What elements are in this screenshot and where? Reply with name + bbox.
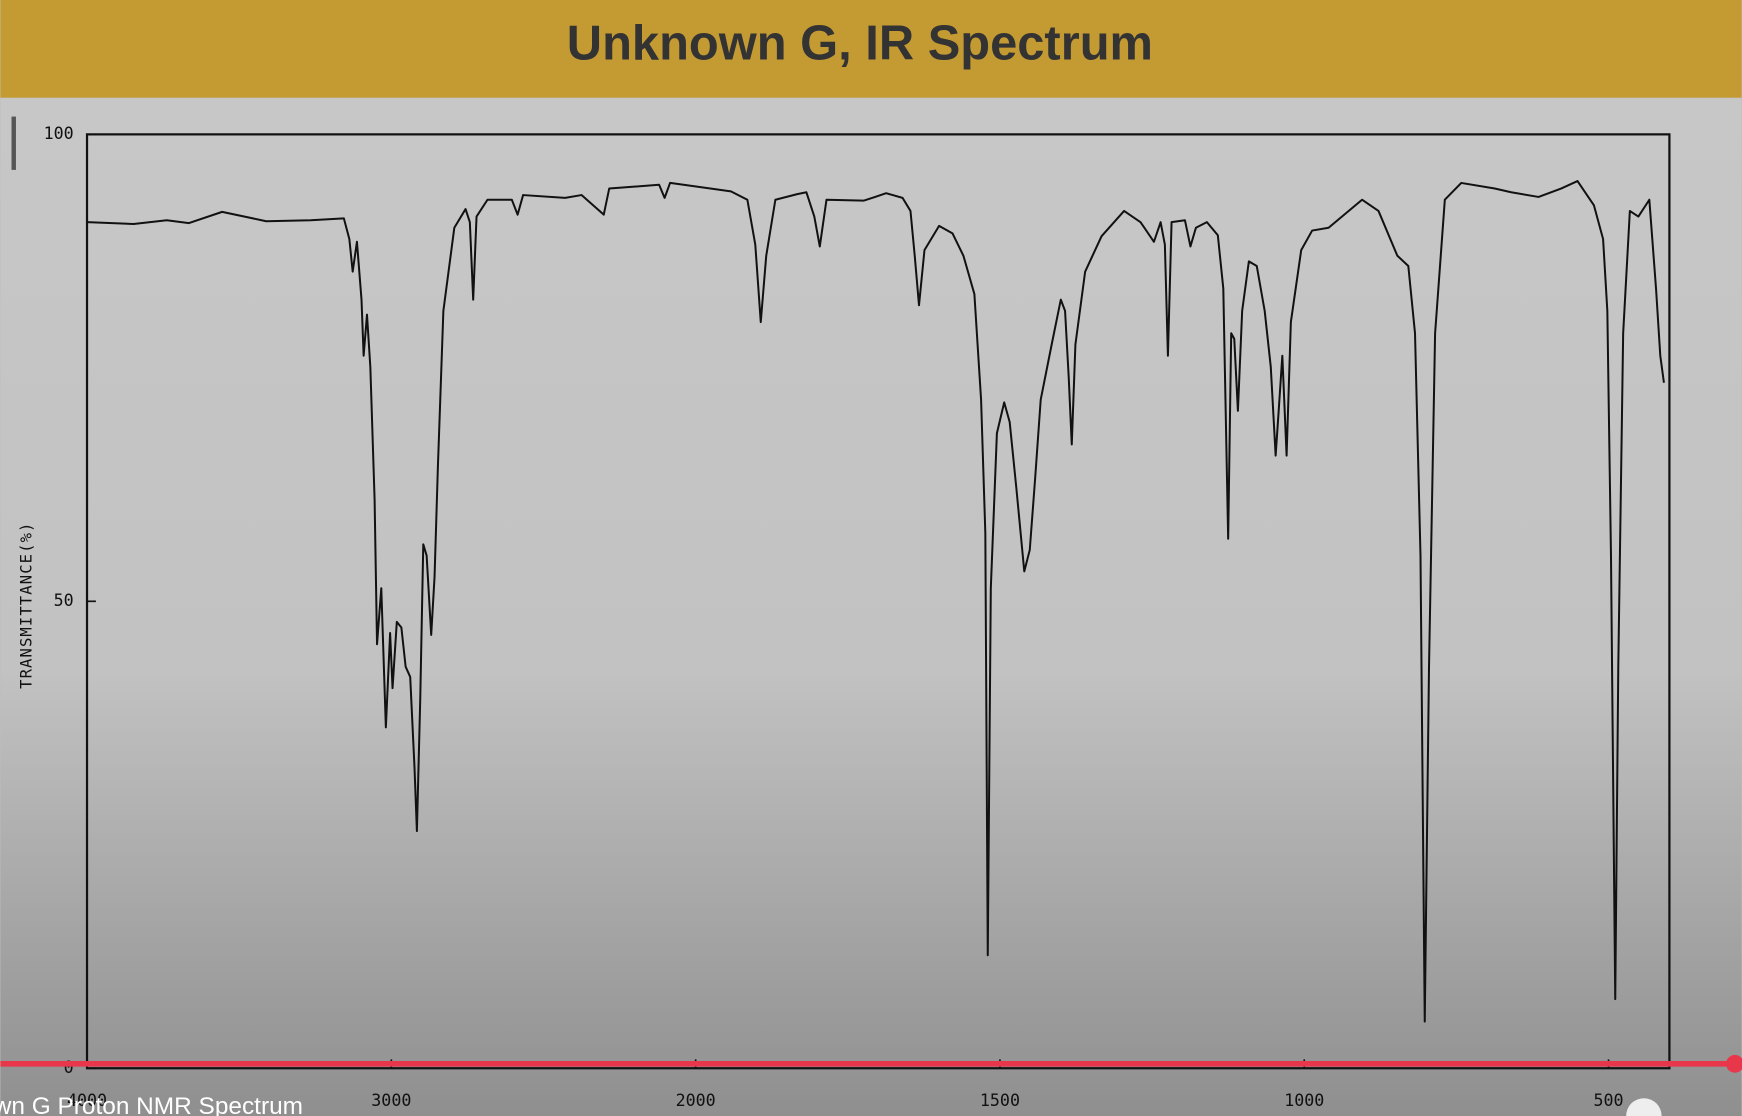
plot: 4000 3000 2000 1500 1000 500 0 50 100 xyxy=(44,124,1665,1110)
x-tick-label: 2000 xyxy=(676,1091,716,1110)
y-axis-label: TRANSMITTANCE(%) xyxy=(18,521,36,688)
chart-title: Unknown G, IR Spectrum xyxy=(567,17,1153,71)
spectrum-line xyxy=(86,180,1665,1023)
progress-handle[interactable] xyxy=(1726,1054,1742,1073)
x-tick-label: 1000 xyxy=(1284,1091,1324,1110)
left-edge xyxy=(11,116,16,170)
title-banner xyxy=(0,0,1742,98)
y-tick-label: 50 xyxy=(54,591,74,610)
next-video-title[interactable]: wn G Proton NMR Spectrum xyxy=(0,1093,303,1116)
x-tick-label: 3000 xyxy=(371,1091,411,1110)
x-tick-label: 4000 xyxy=(67,1091,107,1110)
play-button[interactable] xyxy=(1626,1098,1662,1116)
x-tick-label: 500 xyxy=(1594,1091,1624,1110)
y-tick-label: 100 xyxy=(44,124,74,143)
y-tick-label: 0 xyxy=(64,1058,74,1077)
x-tick-label: 1500 xyxy=(980,1091,1020,1110)
